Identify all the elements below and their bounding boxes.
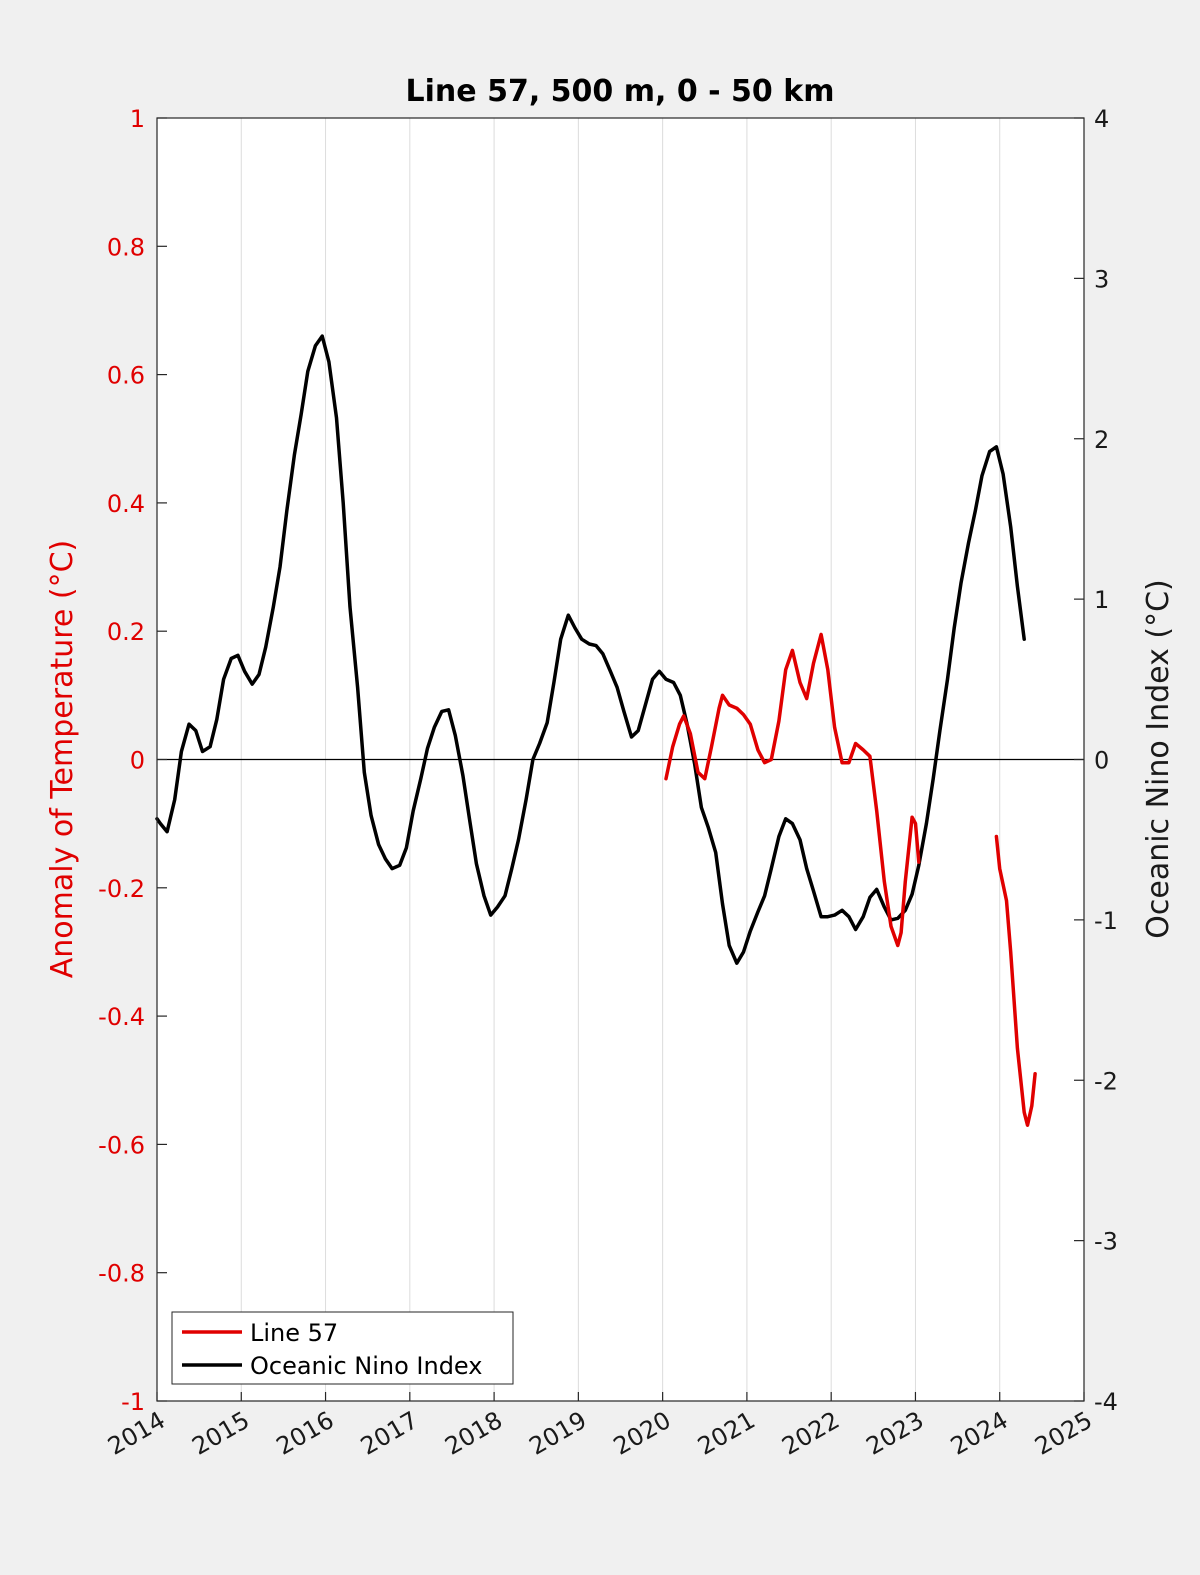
left-tick-label: -0.6 [98, 1131, 145, 1159]
right-tick-label: -3 [1094, 1228, 1118, 1256]
left-y-axis: -1 -0.8 -0.6 -0.4 -0.2 0 0.2 0.4 0.6 0.8 1 [98, 105, 167, 1416]
right-tick-label: -1 [1094, 907, 1118, 935]
series-line-line-57-2 [994, 834, 1037, 1127]
right-tick-label: 0 [1094, 747, 1109, 775]
right-axis-label: Oceanic Nino Index (°C) [1141, 579, 1176, 939]
x-tick-label: 2016 [272, 1406, 339, 1461]
chart-title: Line 57, 500 m, 0 - 50 km [406, 74, 835, 109]
x-tick-label: 2021 [693, 1406, 760, 1461]
right-tick-label: -4 [1094, 1388, 1118, 1416]
left-tick-label: 0.2 [107, 618, 145, 646]
left-tick-label: 0.6 [107, 362, 145, 390]
x-tick-label: 2015 [187, 1406, 254, 1461]
left-tick-label: -0.2 [98, 875, 145, 903]
left-tick-label: -0.4 [98, 1003, 145, 1031]
legend-box [171, 1311, 514, 1385]
left-tick-label: 0.4 [107, 490, 145, 518]
series-line-oni-1 [155, 334, 1026, 965]
x-tick-label: 2024 [946, 1406, 1013, 1461]
right-tick-label: 3 [1094, 265, 1109, 293]
right-tick-label: -2 [1094, 1067, 1118, 1095]
x-tick-label: 2022 [777, 1406, 844, 1461]
x-tick-label: 2018 [440, 1406, 507, 1461]
legend: Line 57 Oceanic Nino Index [171, 1311, 514, 1385]
left-tick-label: -0.8 [98, 1260, 145, 1288]
legend-label-oni: Oceanic Nino Index [250, 1352, 482, 1380]
left-tick-label: -1 [121, 1388, 145, 1416]
right-tick-label: 1 [1094, 586, 1109, 614]
right-tick-label: 2 [1094, 426, 1109, 454]
x-tick-label: 2025 [1030, 1406, 1097, 1461]
right-tick-label: 4 [1094, 105, 1109, 133]
x-tick-label: 2017 [356, 1406, 423, 1461]
left-tick-label: 0.8 [107, 233, 145, 261]
x-tick-label: 2020 [609, 1406, 676, 1461]
series-line-line-57-1 [664, 632, 921, 948]
left-tick-label: 1 [130, 105, 145, 133]
left-tick-label: 0 [130, 747, 145, 775]
x-tick-label: 2019 [524, 1406, 591, 1461]
x-axis: 2014 2015 2016 2017 2018 2019 2020 2021 2022 2023… [103, 1392, 1097, 1461]
series-layer [155, 334, 1037, 1127]
left-axis-label: Anomaly of Temperature (°C) [45, 540, 80, 979]
legend-label-line-57: Line 57 [250, 1319, 338, 1347]
x-tick-label: 2023 [862, 1406, 929, 1461]
right-y-axis: -4 -3 -2 -1 0 1 2 3 4 [1074, 105, 1118, 1416]
